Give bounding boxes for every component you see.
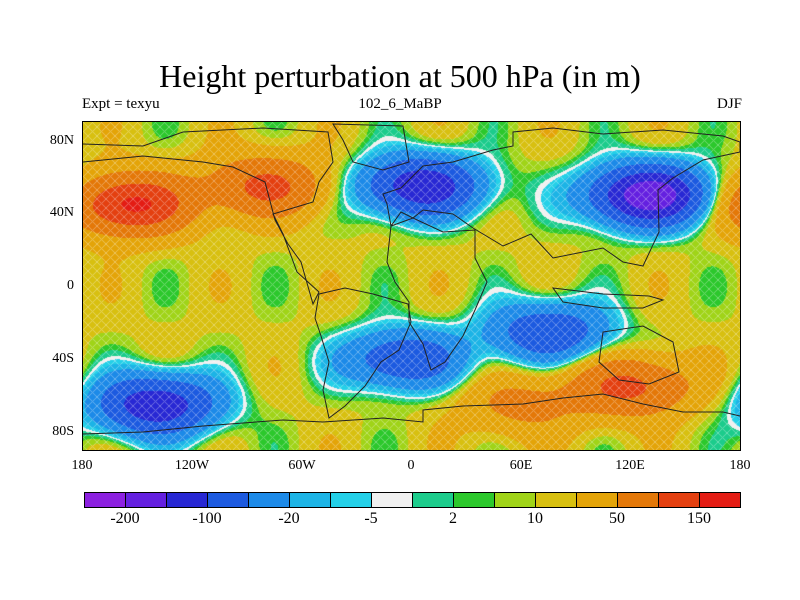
coastline-north-america — [83, 127, 334, 306]
colorbar-label: 150 — [687, 510, 711, 527]
colorbar-box — [330, 492, 372, 508]
colorbar-box — [453, 492, 495, 508]
lat-label-80s: 80S — [52, 424, 74, 439]
coastline-greenland — [332, 123, 410, 171]
colorbar-box — [658, 492, 700, 508]
coastline-africa — [386, 217, 488, 371]
colorbar-box — [84, 492, 126, 508]
lon-label-120e: 120E — [615, 458, 645, 473]
colorbar-label: -20 — [278, 510, 300, 527]
coastline-indonesia — [551, 287, 665, 309]
lat-label-eq: 0 — [67, 278, 74, 293]
height-field — [83, 122, 740, 450]
lon-label-0: 0 — [407, 458, 415, 473]
lon-label-180e: 180 — [729, 458, 751, 473]
map-panel — [82, 121, 741, 451]
lon-label-120w: 120W — [174, 458, 210, 473]
lon-label-60w: 60W — [288, 458, 316, 473]
lat-label-40n: 40N — [49, 205, 74, 220]
coastline-south-america — [314, 287, 412, 419]
colorbar-box — [535, 492, 577, 508]
coastline-antarctica — [83, 393, 740, 435]
colorbar-box — [412, 492, 454, 508]
colorbar — [84, 492, 741, 508]
colorbar-box — [125, 492, 167, 508]
colorbar-label: 50 — [609, 510, 625, 527]
colorbar-box — [248, 492, 290, 508]
colorbar-box — [289, 492, 331, 508]
colorbar-box — [371, 492, 413, 508]
colorbar-box — [166, 492, 208, 508]
colorbar-box — [576, 492, 618, 508]
coastline-eurasia — [382, 127, 740, 267]
colorbar-box — [699, 492, 741, 508]
colorbar-box — [207, 492, 249, 508]
coastlines — [83, 123, 740, 435]
colorbar-box — [617, 492, 659, 508]
colorbar-label: -5 — [364, 510, 378, 527]
colorbar-box — [494, 492, 536, 508]
lat-label-40s: 40S — [52, 351, 74, 366]
colorbar-label: -200 — [110, 510, 140, 527]
lat-label-80n: 80N — [49, 133, 74, 148]
season-label: DJF — [716, 96, 742, 112]
colorbar-label: 2 — [449, 510, 457, 527]
colorbar-label: 10 — [527, 510, 543, 527]
colorbar-label: -100 — [192, 510, 222, 527]
plot-title: Height perturbation at 500 hPa (in m) — [159, 58, 641, 94]
coastline-australia — [598, 325, 680, 385]
lon-label-180w: 180 — [71, 458, 93, 473]
lon-label-60e: 60E — [509, 458, 533, 473]
period-label: 102_6_MaBP — [358, 96, 442, 112]
experiment-label: Expt = texyu — [82, 96, 160, 112]
